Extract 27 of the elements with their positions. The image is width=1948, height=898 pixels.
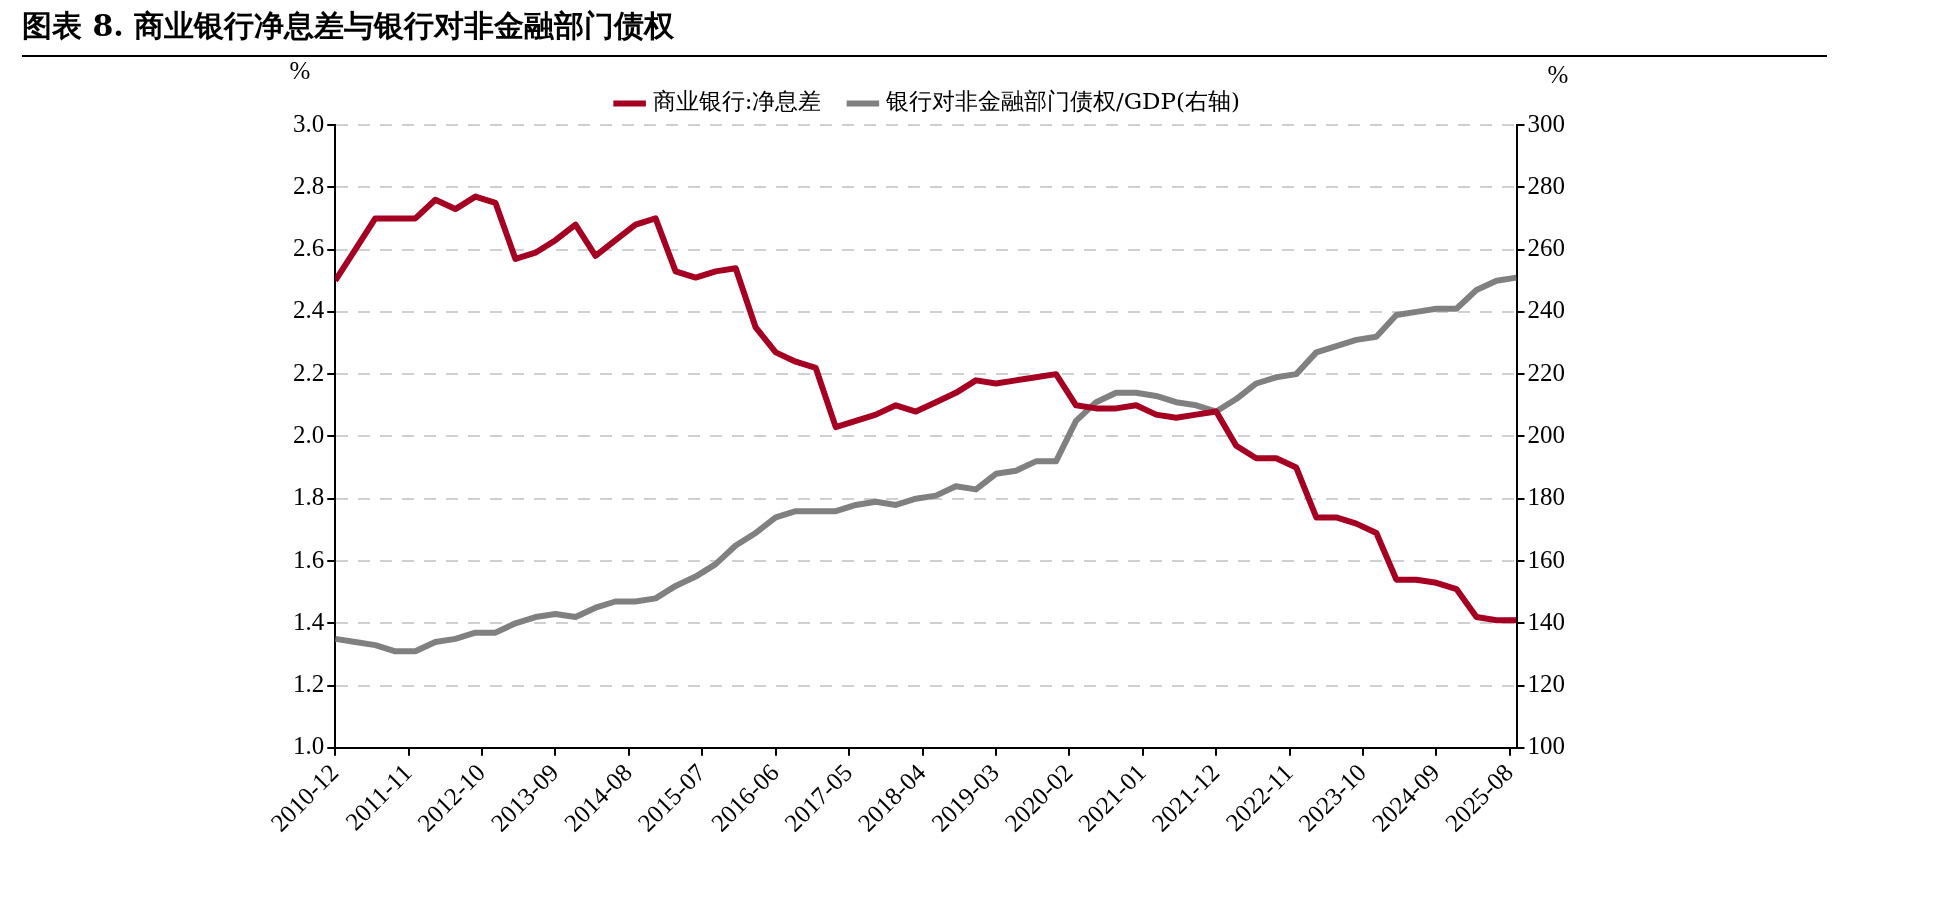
y-tick-label: 2.4 [293, 296, 325, 324]
y-tick-label: 1.4 [293, 607, 325, 635]
y-axis-title: % [289, 57, 311, 85]
legend-label: 银行对非金融部门债权/GDP(右轴) [884, 88, 1240, 115]
y2-tick-label: 220 [1527, 358, 1565, 386]
y2-tick-label: 200 [1527, 421, 1565, 448]
y-tick-label: 1.6 [293, 545, 325, 573]
y2-tick-label: 100 [1527, 732, 1565, 760]
y2-tick-label: 300 [1527, 109, 1565, 137]
y-tick-label: 2.0 [293, 421, 325, 448]
y2-tick-label: 260 [1527, 234, 1565, 262]
y2-tick-label: 140 [1527, 607, 1565, 635]
y-tick-label: 2.6 [293, 234, 325, 262]
y2-tick-label: 120 [1527, 670, 1565, 698]
y-tick-label: 2.2 [293, 358, 325, 386]
y-tick-label: 2.8 [293, 171, 325, 199]
legend-label: 商业银行:净息差 [652, 88, 822, 115]
y-tick-label: 1.2 [293, 670, 325, 698]
y2-tick-label: 240 [1527, 296, 1565, 324]
y2-tick-label: 160 [1527, 545, 1565, 573]
chart-title: 图表 8. 商业银行净息差与银行对非金融部门债权 [22, 6, 1827, 57]
y-tick-label: 3.0 [293, 109, 325, 137]
y2-tick-label: 180 [1527, 483, 1565, 511]
y2-axis-title: % [1547, 61, 1569, 89]
y-tick-label: 1.8 [293, 483, 325, 511]
y-tick-label: 1.0 [293, 732, 325, 760]
y2-tick-label: 280 [1527, 171, 1565, 199]
